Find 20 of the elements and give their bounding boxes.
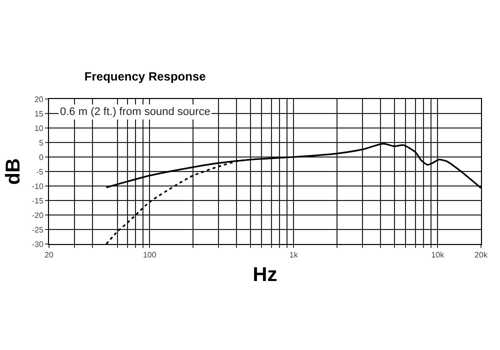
chart-title: Frequency Response — [84, 69, 206, 84]
y-tick-label: -20 — [32, 210, 44, 220]
y-tick-label: -30 — [32, 240, 44, 249]
x-tick-label: 10k — [431, 250, 446, 260]
y-tick-label: -10 — [32, 182, 44, 191]
y-tick-label: -15 — [32, 196, 44, 206]
y-tick-label: 5 — [38, 138, 44, 148]
y-tick-label: 20 — [34, 94, 44, 104]
x-tick-label: 20 — [44, 250, 54, 260]
y-tick-label: 10 — [34, 124, 44, 133]
y-axis-title: dB — [2, 158, 24, 185]
x-axis-title: Hz — [252, 264, 278, 286]
y-tick-label: 0 — [38, 152, 44, 162]
y-tick-label: 15 — [34, 109, 44, 118]
x-tick-label: 100 — [142, 250, 157, 260]
x-tick-label: 20k — [474, 250, 488, 260]
y-tick-label: -25 — [32, 225, 44, 234]
y-tick-label: -5 — [36, 167, 44, 176]
x-tick-label: 1k — [289, 250, 299, 260]
annotation: 0.6 m (2 ft.) from sound source — [60, 106, 210, 118]
